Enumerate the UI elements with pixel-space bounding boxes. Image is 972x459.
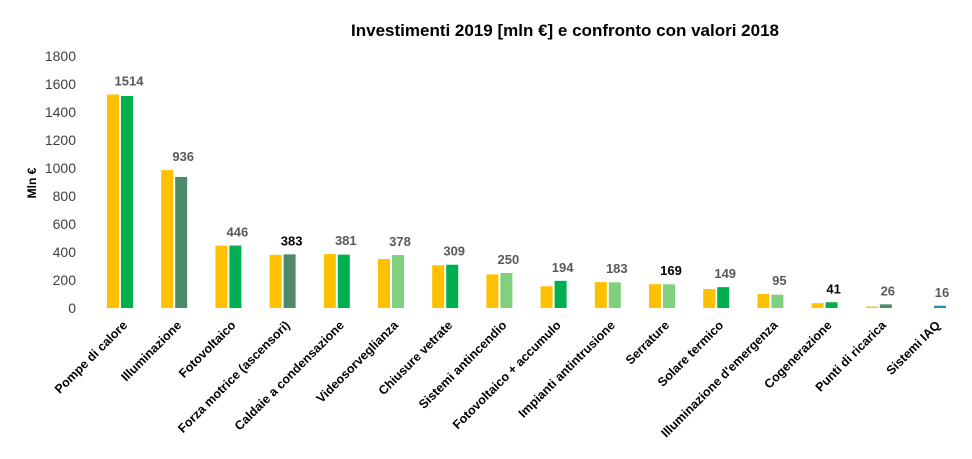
- x-tick-label: Sistemi antincendio: [416, 318, 510, 412]
- data-label: 194: [552, 260, 574, 275]
- y-tick-label: 400: [53, 244, 77, 260]
- data-label: 309: [443, 244, 465, 259]
- y-tick-label: 800: [53, 188, 77, 204]
- bar-2019-9: [554, 280, 567, 308]
- x-tick-label: Sistemi IAQ: [884, 318, 944, 378]
- y-axis: 0 200 400 600 800 1000 1200 1400 1600 1800: [45, 48, 76, 316]
- data-label: 149: [714, 266, 736, 281]
- x-tick-label: Forza motrice (ascensori): [175, 318, 292, 435]
- y-axis-title: Mln €: [25, 167, 39, 198]
- y-tick-label: 1200: [45, 132, 76, 148]
- bar-2018-4: [269, 254, 282, 308]
- bar-2018-13: [757, 294, 770, 308]
- y-tick-label: 1400: [45, 104, 76, 120]
- bar-2019-16: [934, 305, 946, 308]
- bar-2018-8: [486, 274, 499, 308]
- bar-2018-6: [378, 259, 390, 308]
- bar-2019-10: [608, 282, 621, 308]
- bar-2019-4: [283, 254, 296, 308]
- bar-2018-9: [540, 286, 553, 308]
- data-label: 378: [389, 234, 411, 249]
- data-label: 26: [881, 283, 895, 298]
- y-tick-label: 0: [68, 300, 76, 316]
- bar-2019-1: [121, 96, 133, 308]
- y-tick-label: 200: [53, 272, 77, 288]
- bar-2019-12: [717, 287, 730, 308]
- bar-2019-11: [663, 284, 675, 308]
- bar-2018-14: [811, 303, 824, 308]
- bar-2019-3: [229, 245, 242, 308]
- x-tick-label: Serrature: [623, 318, 672, 367]
- data-labels-group: 1514 936 446 383 381 378 309 250 194 183 169 149 95 4…: [115, 74, 950, 300]
- x-tick-label: Caldaie a condensazione: [232, 318, 347, 433]
- data-label: 95: [772, 273, 786, 288]
- bar-2019-7: [446, 264, 459, 308]
- data-label: 446: [227, 225, 249, 240]
- x-axis: Pompe di caloreIlluminazioneFotovoltaico…: [52, 317, 943, 440]
- bar-2018-2: [161, 170, 174, 308]
- bar-2018-1: [107, 94, 119, 308]
- bar-2019-13: [771, 294, 784, 308]
- data-label: 16: [935, 285, 949, 300]
- data-label: 381: [335, 233, 357, 248]
- data-label: 169: [660, 263, 682, 278]
- data-label: 183: [606, 261, 628, 276]
- data-label: 936: [172, 149, 194, 164]
- y-tick-label: 1800: [45, 48, 76, 64]
- bars-group: [107, 94, 946, 308]
- bar-2019-8: [500, 273, 513, 308]
- bar-2018-3: [215, 245, 228, 308]
- chart-title: Investimenti 2019 [mln €] e confronto co…: [351, 21, 779, 40]
- data-label: 250: [498, 252, 520, 267]
- x-tick-label: Impianti antintrusione: [516, 318, 618, 420]
- y-tick-label: 1000: [45, 160, 76, 176]
- bar-2019-5: [337, 254, 350, 308]
- bar-2018-15: [865, 306, 878, 308]
- data-label: 1514: [115, 74, 145, 89]
- bar-2019-15: [879, 304, 892, 308]
- x-tick-label: Pompe di calore: [52, 318, 130, 396]
- bar-2018-12: [703, 289, 716, 308]
- data-label: 41: [826, 281, 840, 296]
- y-tick-label: 1600: [45, 76, 76, 92]
- data-label: 383: [281, 233, 303, 248]
- y-tick-label: 600: [53, 216, 77, 232]
- bar-2018-11: [649, 284, 661, 308]
- x-tick-label: Fotovoltaico + accumulo: [450, 318, 564, 432]
- bar-2018-10: [594, 282, 607, 308]
- bar-2018-5: [323, 254, 336, 308]
- bar-2018-7: [432, 265, 445, 308]
- bar-2019-6: [392, 255, 404, 308]
- bar-2019-2: [175, 176, 188, 308]
- bar-2019-14: [825, 302, 838, 308]
